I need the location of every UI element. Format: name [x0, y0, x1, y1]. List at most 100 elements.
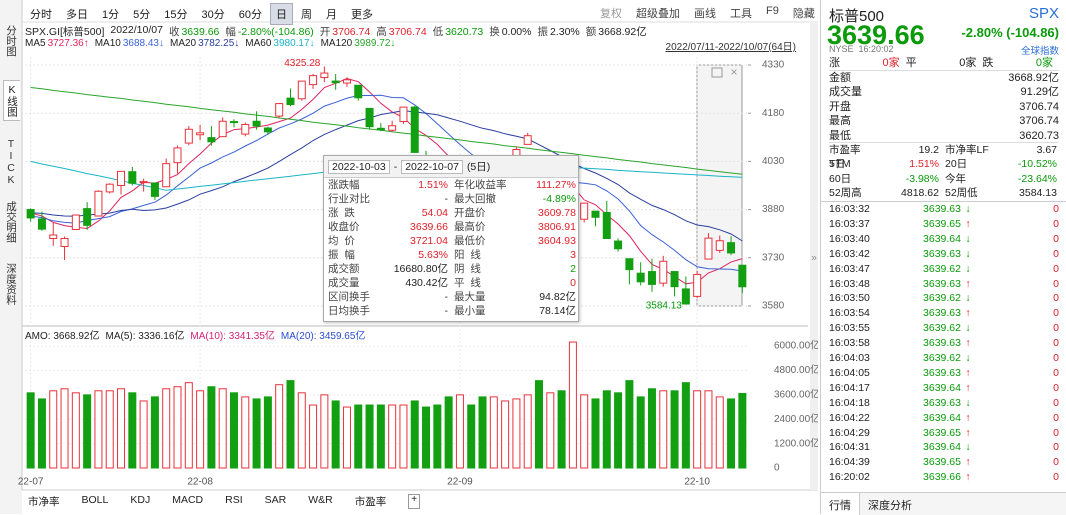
tick-volume: 0 [1053, 307, 1059, 320]
volume-bar [150, 396, 159, 469]
indicator-tab[interactable]: W&R [308, 494, 333, 506]
period-tab[interactable]: 更多 [351, 9, 373, 21]
volume-legend-item: MA(5): 3336.16亿 [105, 331, 185, 342]
period-tab[interactable]: 30分 [201, 9, 225, 21]
period-tab[interactable]: 日 [270, 3, 293, 25]
legend-item: MA20 3782.25↓ [170, 38, 239, 49]
tick-arrow: ↓ [965, 352, 971, 364]
add-tab[interactable]: + [408, 494, 421, 509]
sidebar-tab[interactable]: 分时图 [5, 25, 17, 57]
tool-button[interactable]: 画线 [694, 8, 716, 20]
quote-tab[interactable]: 行情 [821, 493, 860, 515]
tooltip-label: 最大回撤 [454, 193, 496, 205]
info-value: -2.80%(-104.86) [237, 26, 314, 38]
period-tab[interactable]: 周 [301, 9, 312, 21]
quote-panel: 标普500 SPX 3639.66 -2.80% (-104.86) NYSE 16:20… [820, 0, 1066, 515]
info-field: 开 3706.74 [320, 24, 370, 39]
exchange: NYSE [829, 44, 854, 54]
indicator-tab[interactable]: MACD [172, 494, 204, 506]
info-label: 换 [489, 26, 500, 38]
row-value: 3620.73 [1019, 129, 1059, 142]
breadth-value: 0家 [1035, 57, 1053, 69]
indicator-tab[interactable]: 市盈率 [354, 496, 387, 508]
tick-row: 16:04:22 3639.64 ↑ 0 [829, 411, 1059, 425]
period-tab[interactable]: 60分 [238, 9, 262, 21]
tick-time: 16:03:37 [829, 217, 870, 230]
tooltip-label: 最高价 [454, 221, 486, 233]
scroll-strip [810, 22, 818, 490]
box-icon[interactable] [711, 67, 723, 78]
divider [829, 142, 1059, 143]
indicator-tab[interactable]: SAR [264, 494, 287, 506]
tick-row: 16:03:55 3639.62 ↓ 0 [829, 321, 1059, 335]
collapse-icon[interactable]: » [811, 253, 817, 264]
volume-bar [388, 404, 397, 469]
index-link[interactable]: 全球指数 [1020, 46, 1059, 57]
quote-tab[interactable]: 深度分析 [868, 500, 912, 512]
sidebar-tab[interactable]: 深度资料 [5, 263, 17, 305]
tick-row: 16:04:18 3639.63 ↓ 0 [829, 396, 1059, 410]
y-tick-label: 3880 [762, 204, 785, 215]
candle-body [625, 258, 634, 271]
info-label: 高 [376, 26, 387, 38]
period-tab[interactable]: 分时 [30, 9, 52, 21]
indicator-tab[interactable]: BOLL [81, 494, 109, 506]
period-tab[interactable]: 15分 [164, 9, 188, 21]
tooltip-label: 行业对比 [328, 193, 370, 205]
tick-volume: 0 [1053, 352, 1059, 364]
period-tab[interactable]: 5分 [133, 9, 151, 21]
tool-button[interactable]: 隐藏 [792, 8, 815, 20]
volume-bar [49, 390, 58, 469]
candle-body [320, 72, 329, 79]
tooltip-label: 阴 线 [454, 263, 481, 275]
period-tab[interactable]: 1分 [102, 9, 120, 21]
volume-bar [546, 392, 555, 469]
sidebar-tab[interactable]: TICK [5, 138, 17, 186]
tool-button[interactable]: 超级叠加 [636, 8, 680, 20]
tick-volume: 0 [1053, 217, 1059, 230]
tooltip-value: 3721.04 [410, 235, 448, 247]
tick-row: 16:04:31 3639.64 ↓ 0 [829, 440, 1059, 454]
x-tick-label: 22-08 [187, 477, 213, 488]
tick-time: 16:03:54 [829, 307, 870, 320]
tool-button[interactable]: 工具 [730, 8, 752, 20]
tooltip-header: 2022-10-03-2022-10-07 (5日) [324, 156, 578, 178]
volume-bar [376, 404, 385, 469]
sidebar-tab[interactable]: K线图 [3, 80, 20, 121]
tick-time: 16:04:31 [829, 441, 870, 454]
tick-row: 16:03:58 3639.63 ↑ 0 [829, 336, 1059, 350]
volume-bar [467, 404, 476, 469]
high-label: 4325.28 [284, 58, 321, 69]
period-tab[interactable]: 月 [326, 9, 337, 21]
volume-tick-label: 4800.00亿 [774, 363, 818, 376]
tooltip-value: 3609.78 [538, 207, 576, 219]
candle-body [365, 107, 374, 128]
tick-row: 16:04:29 3639.65 ↑ 0 [829, 426, 1059, 440]
indicator-tab[interactable]: KDJ [130, 494, 151, 506]
period-tab[interactable]: 多日 [66, 9, 88, 21]
tool-button[interactable]: F9 [766, 5, 779, 17]
indicator-tab[interactable]: 市净率 [28, 496, 60, 508]
volume-bar [26, 392, 35, 469]
sidebar-tab[interactable]: 成交明细 [5, 201, 17, 243]
tick-arrow: ↑ [965, 411, 971, 424]
end-date[interactable]: 2022-10-07 [401, 159, 463, 174]
date-range[interactable]: 2022/07/11-2022/10/07(64日) [665, 42, 796, 53]
tooltip-label: 振 幅 [328, 249, 355, 261]
legend-value: 3989.72↓ [354, 38, 396, 49]
volume-bar [433, 404, 442, 469]
close-icon[interactable]: × [730, 65, 737, 79]
start-date[interactable]: 2022-10-03 [328, 159, 390, 174]
candle-body [670, 271, 679, 288]
date-sep: - [393, 160, 398, 173]
tooltip-row: 成交量 430.42亿平 线 0 [324, 276, 578, 290]
tooltip-label: 成交量 [328, 277, 360, 289]
volume-bar [410, 400, 419, 469]
volume-bar [128, 392, 137, 469]
tool-button[interactable]: 复权 [600, 8, 622, 20]
tick-row: 16:04:03 3639.62 ↓ 0 [829, 351, 1059, 365]
indicator-tab[interactable]: RSI [225, 494, 243, 506]
candle-body [241, 123, 250, 135]
tooltip-value: -4.89% [542, 193, 576, 205]
